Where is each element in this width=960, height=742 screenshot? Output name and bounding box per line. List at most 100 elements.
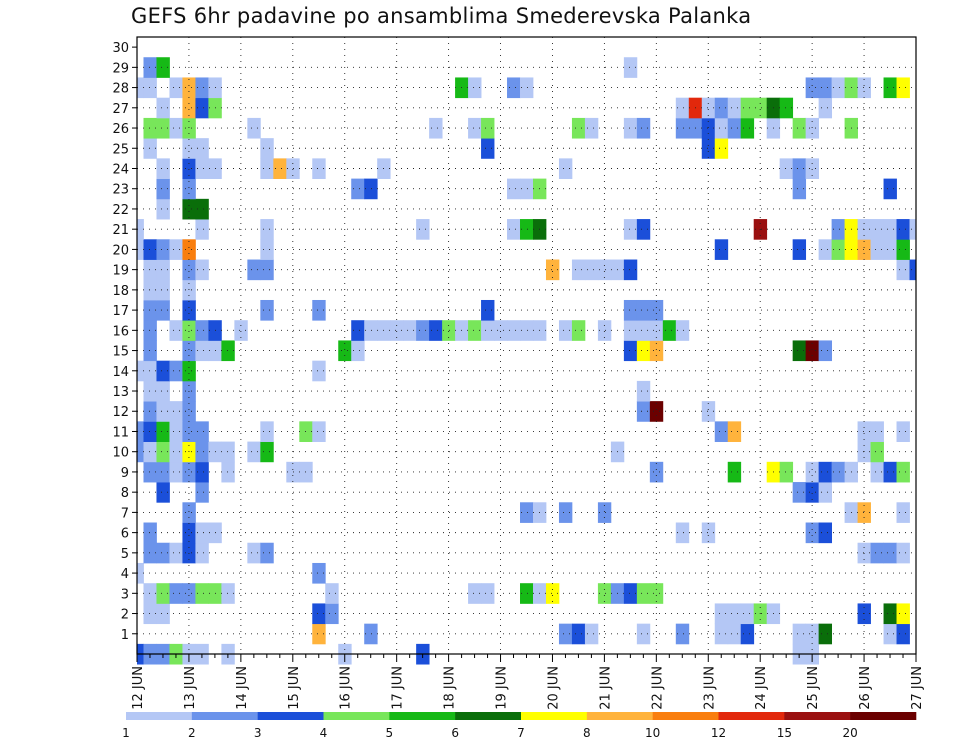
y-tick-label: 30 bbox=[112, 41, 129, 56]
heatmap-cell bbox=[143, 542, 157, 564]
x-tick-label: 26 JUN bbox=[858, 666, 873, 710]
y-tick-label: 8 bbox=[121, 486, 129, 501]
heatmap-cell bbox=[195, 583, 209, 604]
y-tick-label: 15 bbox=[112, 345, 129, 360]
heatmap-cell bbox=[636, 380, 651, 402]
heatmap-cell bbox=[195, 482, 209, 503]
heatmap-cell bbox=[143, 603, 157, 625]
heatmap-cell bbox=[649, 401, 664, 422]
heatmap-cell bbox=[792, 117, 807, 139]
colorbar-label: 4 bbox=[320, 726, 328, 740]
heatmap-cell bbox=[195, 461, 209, 483]
heatmap-cell bbox=[623, 299, 638, 321]
heatmap-cell bbox=[740, 97, 755, 119]
heatmap-cell bbox=[714, 117, 729, 139]
heatmap-cell bbox=[507, 77, 521, 99]
heatmap-cell bbox=[649, 461, 664, 483]
heatmap-cell bbox=[623, 583, 638, 604]
y-tick-label: 1 bbox=[121, 628, 129, 643]
heatmap-cell bbox=[636, 401, 651, 422]
heatmap-cell bbox=[649, 299, 664, 321]
heatmap-cell bbox=[545, 583, 560, 604]
heatmap-cell bbox=[195, 441, 209, 463]
heatmap-cell bbox=[597, 259, 612, 281]
heatmap-cell bbox=[182, 97, 196, 119]
heatmap-cell bbox=[143, 441, 157, 463]
heatmap-cell bbox=[156, 279, 170, 301]
x-axis: 12 JUN 13 JUN 14 JUN 15 JUN 16 JUN 17 JUN 18 J… bbox=[131, 654, 925, 710]
heatmap-cell bbox=[831, 461, 845, 483]
x-tick-label: 13 JUN bbox=[183, 666, 198, 710]
heatmap-cell bbox=[520, 583, 534, 604]
heatmap-cell bbox=[137, 360, 144, 382]
heatmap-cell bbox=[740, 117, 755, 139]
heatmap-cell bbox=[623, 57, 638, 78]
colorbar-swatch bbox=[191, 712, 258, 720]
heatmap-cell bbox=[623, 219, 638, 240]
heatmap-cell bbox=[675, 320, 690, 341]
y-tick-label: 4 bbox=[121, 567, 129, 582]
colorbar-label: 7 bbox=[517, 726, 525, 740]
heatmap-cell bbox=[143, 320, 157, 341]
heatmap-cell bbox=[662, 320, 677, 341]
heatmap-cell bbox=[701, 138, 716, 159]
heatmap-cell bbox=[221, 340, 235, 362]
colorbar-swatch bbox=[718, 712, 785, 720]
heatmap-cell bbox=[571, 117, 586, 139]
heatmap-cell bbox=[156, 57, 170, 78]
heatmap-cell bbox=[636, 623, 651, 645]
heatmap-cell bbox=[481, 299, 495, 321]
colorbar-swatch bbox=[323, 712, 390, 720]
heatmap-cell bbox=[883, 603, 897, 625]
heatmap-cell bbox=[156, 583, 170, 604]
heatmap-cell bbox=[571, 623, 586, 645]
heatmap-cell bbox=[623, 340, 638, 362]
heatmap-cell bbox=[143, 259, 157, 281]
colorbar-label: 1 bbox=[122, 726, 130, 740]
heatmap-cell bbox=[883, 239, 897, 260]
y-tick-label: 12 bbox=[112, 405, 129, 420]
heatmap-cell bbox=[325, 603, 339, 625]
heatmap-cell bbox=[805, 77, 820, 99]
heatmap-cell bbox=[896, 542, 910, 564]
heatmap-cell bbox=[169, 320, 183, 341]
x-tick-label: 25 JUN bbox=[806, 666, 821, 710]
heatmap-cell bbox=[156, 299, 170, 321]
heatmap-cell bbox=[182, 299, 196, 321]
heatmap-cell bbox=[182, 522, 196, 544]
heatmap-cell bbox=[896, 623, 910, 645]
heatmap-cell bbox=[260, 421, 274, 442]
heatmap-cell bbox=[247, 259, 261, 281]
heatmap-cell bbox=[818, 522, 833, 544]
heatmap-cell bbox=[195, 340, 209, 362]
heatmap-cell bbox=[714, 623, 729, 645]
heatmap-cell bbox=[870, 542, 884, 564]
heatmap-cell bbox=[156, 482, 170, 503]
heatmap-cell bbox=[273, 158, 287, 180]
heatmap-cell bbox=[169, 401, 183, 422]
heatmap-cell bbox=[520, 219, 534, 240]
heatmap-cell bbox=[182, 340, 196, 362]
heatmap-cell bbox=[390, 320, 404, 341]
heatmap-cell bbox=[714, 239, 729, 260]
y-tick-label: 2 bbox=[121, 608, 129, 623]
heatmap-cell bbox=[507, 320, 521, 341]
heatmap-cell bbox=[792, 482, 807, 503]
colorbar-label: 2 bbox=[188, 726, 196, 740]
heatmap-cell bbox=[143, 583, 157, 604]
heatmap-cell bbox=[137, 421, 144, 442]
heatmap-cell bbox=[429, 117, 443, 139]
heatmap-cell bbox=[195, 219, 209, 240]
heatmap-cell bbox=[714, 138, 729, 159]
heatmap-cell bbox=[468, 77, 482, 99]
heatmap-cell bbox=[623, 259, 638, 281]
heatmap-cell bbox=[195, 259, 209, 281]
heatmap-cell bbox=[156, 380, 170, 402]
heatmap-cell bbox=[870, 239, 884, 260]
heatmap-cell bbox=[805, 158, 820, 180]
colorbar-label: 5 bbox=[386, 726, 394, 740]
heatmap-cell bbox=[182, 421, 196, 442]
y-tick-label: 27 bbox=[112, 102, 129, 117]
heatmap-cell bbox=[169, 542, 183, 564]
heatmap-cell bbox=[636, 299, 651, 321]
